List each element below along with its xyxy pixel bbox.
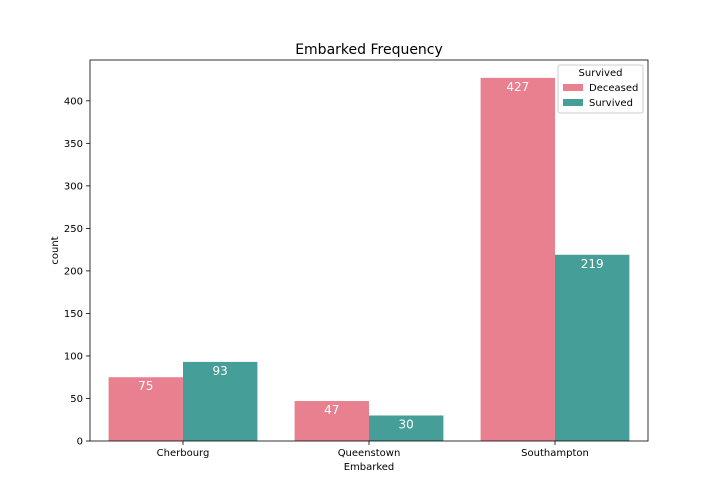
y-tick-label: 0 bbox=[77, 437, 83, 448]
bar-label-cherbourg-survived: 93 bbox=[213, 364, 228, 378]
bar-label-queenstown-deceased: 47 bbox=[324, 403, 339, 417]
x-axis-label: Embarked bbox=[344, 462, 395, 473]
x-tick-label: Cherbourg bbox=[157, 448, 210, 459]
x-tick-label: Queenstown bbox=[338, 448, 401, 459]
y-tick-label: 50 bbox=[70, 394, 83, 405]
legend-swatch-survived bbox=[563, 99, 583, 106]
bar-label-southampton-deceased: 427 bbox=[506, 80, 529, 94]
bar-label-queenstown-survived: 30 bbox=[399, 417, 414, 431]
bar-southampton-deceased bbox=[480, 77, 555, 441]
legend-title: Survived bbox=[579, 68, 623, 79]
y-tick-label: 200 bbox=[64, 266, 83, 277]
bar-queenstown-deceased bbox=[294, 401, 369, 441]
bar-southampton-survived bbox=[555, 254, 630, 441]
y-tick-label: 400 bbox=[64, 96, 83, 107]
x-tick-label: Southampton bbox=[521, 448, 589, 459]
y-tick-label: 150 bbox=[64, 309, 83, 320]
y-tick-label: 300 bbox=[64, 181, 83, 192]
plot-frame bbox=[89, 59, 649, 442]
bar-queenstown-survived bbox=[369, 415, 444, 441]
legend: Survived Deceased Survived bbox=[557, 64, 644, 114]
y-tick-label: 100 bbox=[64, 351, 83, 362]
legend-label-deceased: Deceased bbox=[589, 83, 638, 94]
y-tick-label: 350 bbox=[64, 139, 83, 150]
bar-cherbourg-deceased bbox=[108, 377, 183, 441]
legend-swatch-deceased bbox=[563, 84, 583, 91]
bar-label-cherbourg-deceased: 75 bbox=[138, 379, 153, 393]
y-axis-label: count bbox=[50, 236, 61, 264]
y-tick-label: 250 bbox=[64, 224, 83, 235]
legend-label-survived: Survived bbox=[589, 98, 633, 109]
chart-title: Embarked Frequency bbox=[295, 42, 443, 58]
bar-label-southampton-survived: 219 bbox=[581, 257, 604, 271]
plot-area: 75 93 Cherbourg 47 30 Queenstown 427 219 Southam… bbox=[64, 59, 649, 459]
bar-cherbourg-survived bbox=[183, 361, 258, 441]
